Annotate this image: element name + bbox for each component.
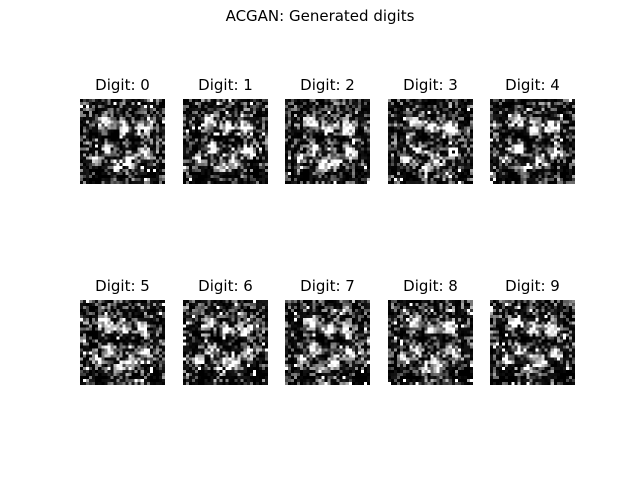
panel-title: Digit: 2	[300, 76, 355, 94]
panel-title: Digit: 7	[300, 277, 355, 295]
generated-digit-image	[490, 300, 575, 385]
generated-digit-image	[285, 99, 370, 184]
generated-digit-image	[183, 99, 268, 184]
panel-title: Digit: 9	[505, 277, 560, 295]
generated-digit-image	[388, 300, 473, 385]
panel-title: Digit: 8	[403, 277, 458, 295]
generated-digit-image	[490, 99, 575, 184]
panel-title: Digit: 1	[198, 76, 253, 94]
panel-title: Digit: 6	[198, 277, 253, 295]
figure-title: ACGAN: Generated digits	[225, 7, 415, 25]
panel-title: Digit: 0	[95, 76, 150, 94]
panel-title: Digit: 4	[505, 76, 560, 94]
panel-title: Digit: 5	[95, 277, 150, 295]
generated-digit-image	[80, 99, 165, 184]
generated-digit-image	[183, 300, 268, 385]
generated-digit-image	[80, 300, 165, 385]
generated-digit-image	[285, 300, 370, 385]
panel-title: Digit: 3	[403, 76, 458, 94]
generated-digit-image	[388, 99, 473, 184]
